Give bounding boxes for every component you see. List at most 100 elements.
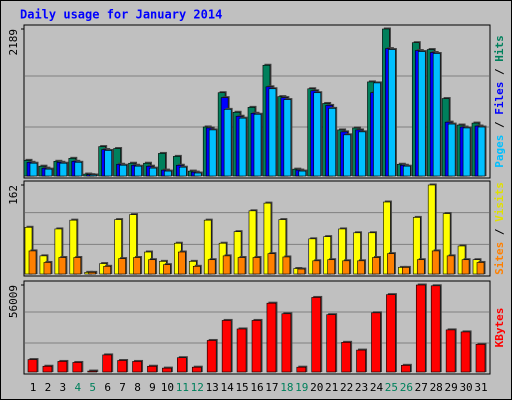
bar: [461, 259, 470, 275]
bar: [297, 268, 306, 275]
bar: [278, 219, 287, 275]
x-tick-label: 31: [474, 381, 487, 394]
bar: [401, 365, 411, 373]
bar: [386, 294, 396, 373]
bar: [43, 262, 52, 275]
bar: [117, 360, 127, 373]
bar: [460, 331, 471, 373]
bar: [134, 165, 142, 177]
x-tick-label: 26: [400, 381, 413, 394]
x-tick-label: 9: [149, 381, 156, 394]
bar: [312, 260, 321, 275]
bar: [252, 257, 261, 275]
bar: [251, 320, 262, 373]
bar: [223, 109, 232, 177]
x-tick-label: 1: [30, 381, 37, 394]
bar: [430, 285, 441, 373]
x-tick-label: 23: [355, 381, 368, 394]
bar: [69, 219, 78, 275]
x-tick-label: 4: [74, 381, 81, 394]
y-tick-label: 162: [7, 185, 20, 205]
bar: [149, 167, 157, 177]
x-tick-label: 17: [265, 381, 278, 394]
x-tick-label: 12: [191, 381, 204, 394]
bar: [476, 262, 485, 275]
bar: [327, 259, 335, 275]
bar: [311, 297, 322, 373]
bar: [266, 302, 277, 373]
bar: [268, 88, 277, 177]
legend-entry: Files: [493, 82, 506, 115]
bar: [238, 117, 247, 177]
bar: [442, 213, 451, 275]
bar: [193, 172, 202, 177]
bar: [313, 92, 322, 177]
bar: [383, 201, 391, 275]
bar: [388, 49, 396, 177]
bar: [368, 232, 376, 275]
bar: [477, 126, 486, 177]
bar: [27, 359, 38, 373]
legend-separator: /: [493, 222, 506, 242]
bar: [445, 329, 456, 373]
x-tick-label: 28: [430, 381, 443, 394]
bar: [372, 257, 380, 275]
bar: [233, 231, 242, 275]
bar: [221, 320, 232, 373]
bar: [191, 366, 202, 373]
bar: [342, 260, 350, 275]
bar: [356, 349, 366, 373]
bar: [147, 365, 157, 373]
legend-entry: KBytes: [493, 308, 506, 348]
bar: [308, 238, 317, 275]
bar: [207, 259, 216, 275]
x-tick-label: 15: [235, 381, 248, 394]
bar: [89, 174, 98, 177]
bar: [118, 258, 126, 275]
bar: [102, 354, 112, 373]
x-tick-label: 22: [340, 381, 353, 394]
legend: Pages / Files / Hits: [493, 35, 506, 168]
x-tick-label: 18: [280, 381, 293, 394]
legend-entry: Sites: [493, 242, 506, 275]
bar: [163, 264, 171, 275]
bar: [179, 166, 187, 177]
y-tick-label: 56009: [7, 285, 20, 318]
bar: [358, 131, 366, 177]
bar: [178, 251, 186, 275]
bar: [462, 127, 471, 177]
bar: [263, 202, 272, 275]
bar: [206, 340, 217, 373]
bar: [446, 255, 455, 275]
bar: [148, 259, 156, 275]
bar: [203, 219, 212, 275]
bar: [298, 170, 307, 177]
bar: [343, 134, 351, 177]
bar: [119, 164, 127, 177]
bar: [192, 266, 201, 275]
x-tick-label: 24: [370, 381, 384, 394]
bar: [29, 162, 38, 177]
legend-separator: /: [493, 115, 506, 135]
bar: [44, 168, 53, 177]
bar: [164, 170, 172, 177]
bar: [326, 314, 336, 373]
bar: [416, 259, 425, 275]
bar: [296, 366, 307, 373]
bar: [248, 210, 257, 275]
bar: [427, 184, 436, 275]
bar: [236, 328, 247, 373]
bar: [341, 342, 351, 373]
x-tick-label: 7: [119, 381, 126, 394]
bar: [282, 256, 291, 275]
bar: [28, 250, 37, 275]
x-tick-label: 21: [325, 381, 338, 394]
bar: [132, 361, 142, 373]
bar: [54, 228, 63, 275]
bar: [58, 257, 67, 275]
legend-entry: Pages: [493, 135, 506, 168]
bar: [129, 214, 137, 275]
x-tick-label: 20: [310, 381, 323, 394]
bar: [237, 257, 246, 275]
bar: [73, 257, 82, 275]
